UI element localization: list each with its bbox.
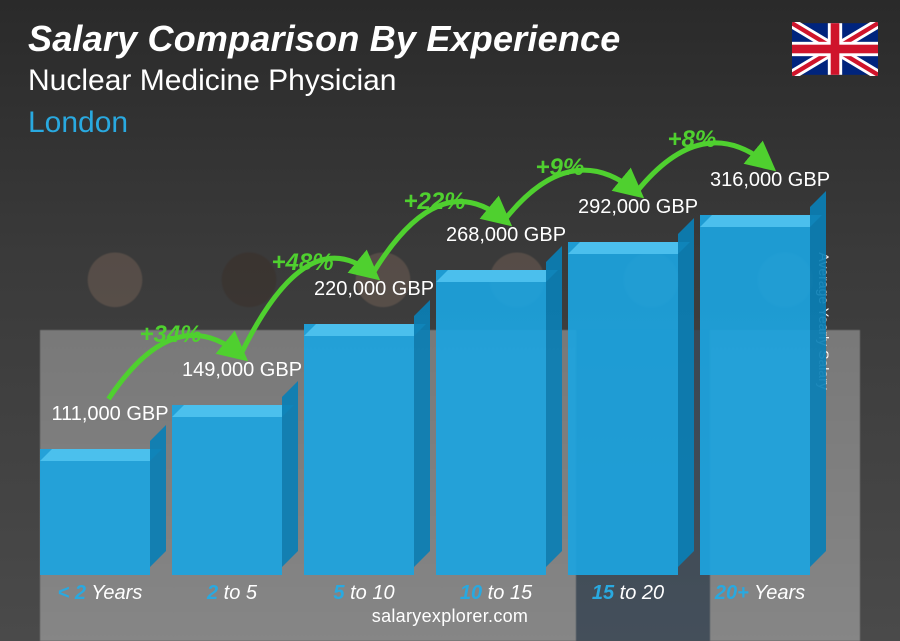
page-subtitle: Nuclear Medicine Physician [28, 64, 620, 98]
bar: 316,000 GBP20+ Years [700, 215, 810, 575]
growth-percent-label: +9% [536, 154, 585, 182]
bar: 292,000 GBP15 to 20 [568, 242, 678, 575]
bar: 149,000 GBP2 to 5 [172, 405, 282, 575]
category-label: 10 to 15 [426, 582, 566, 605]
bar: 111,000 GBP< 2 Years [40, 449, 150, 575]
category-label: 2 to 5 [162, 582, 302, 605]
page-title: Salary Comparison By Experience [28, 18, 620, 60]
growth-percent-label: +8% [668, 126, 717, 154]
category-label: 5 to 10 [294, 582, 434, 605]
bar: 220,000 GBP5 to 10 [304, 324, 414, 575]
growth-percent-label: +48% [272, 249, 334, 277]
bar-value-label: 316,000 GBP [680, 169, 860, 192]
category-label: < 2 Years [30, 582, 170, 605]
header: Salary Comparison By Experience Nuclear … [28, 18, 620, 140]
category-label: 20+ Years [690, 582, 830, 605]
footer-attribution: salaryexplorer.com [0, 606, 900, 627]
growth-percent-label: +34% [140, 321, 202, 349]
chart-stage: Salary Comparison By Experience Nuclear … [0, 0, 900, 641]
bar: 268,000 GBP10 to 15 [436, 270, 546, 575]
growth-percent-label: +22% [404, 188, 466, 216]
location-label: London [28, 106, 620, 140]
uk-flag-icon [792, 22, 878, 76]
category-label: 15 to 20 [558, 582, 698, 605]
